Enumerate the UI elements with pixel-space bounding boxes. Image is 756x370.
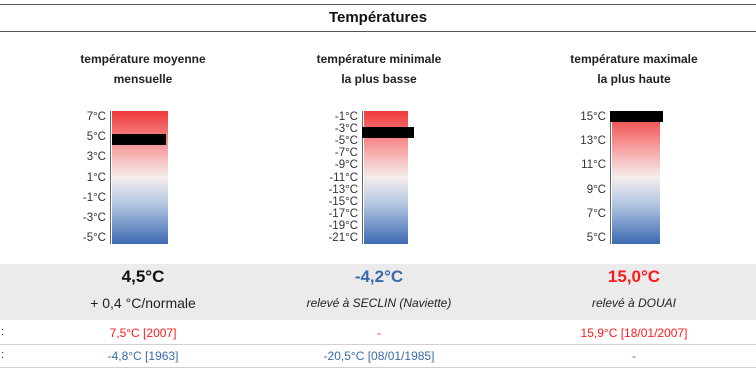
values-band xyxy=(0,264,756,320)
min-temp-tick-label: -13°C xyxy=(328,183,358,196)
avg-temp-tick-label: -3°C xyxy=(82,211,106,224)
avg-temp-title-line1: température moyenne xyxy=(80,52,206,66)
max-temp-scale-line xyxy=(610,111,611,244)
min-temp-tick-label: -3°C xyxy=(334,123,358,136)
min-temp-tick-label: -1°C xyxy=(334,111,358,123)
min-record-high: - xyxy=(377,326,381,340)
avg-temp-value: 4,5°C xyxy=(121,267,165,286)
avg-temp-marker xyxy=(112,133,166,145)
max-temp-marker xyxy=(610,111,663,123)
avg-temp-tick-label: 3°C xyxy=(86,151,106,164)
min-record-low: -20,5°C [08/01/1985] xyxy=(323,349,435,363)
record-row-label: : xyxy=(1,326,5,338)
avg-temp-deviation: + 0,4 °C/normale xyxy=(90,295,196,311)
max-temp-value: 15,0°C xyxy=(607,267,661,286)
min-temp-title-line2: la plus basse xyxy=(341,72,417,86)
avg-temp-tick-label: 5°C xyxy=(86,131,106,144)
min-temp-title: température minimale la plus basse xyxy=(259,49,499,89)
min-temp-tick-label: -21°C xyxy=(328,232,358,244)
max-record-high: 15,9°C [18/01/2007] xyxy=(580,326,688,340)
avg-temp-tick-label: 1°C xyxy=(86,171,106,184)
record-row-high: : 7,5°C [2007] - 15,9°C [18/01/2007] xyxy=(0,322,756,345)
record-row-label: : xyxy=(1,349,5,361)
min-temp-tick-label: -11°C xyxy=(329,171,358,184)
avg-temp-tick-label: -5°C xyxy=(82,232,106,244)
max-temp-gauge-bar xyxy=(612,111,660,244)
avg-record-low: -4,8°C [1963] xyxy=(107,349,179,363)
max-temp-title-line2: la plus haute xyxy=(597,72,671,86)
max-temp-tick-label: 11°C xyxy=(581,159,606,172)
max-temp-title: température maximale la plus haute xyxy=(514,49,754,89)
panel-title: Températures xyxy=(0,4,756,32)
record-row-low: : -4,8°C [1963] -20,5°C [08/01/1985] - xyxy=(0,345,756,368)
max-temp-tick-label: 5°C xyxy=(586,232,606,244)
min-temp-station: relevé à SECLIN (Naviette) xyxy=(306,296,452,310)
min-temp-value: -4,2°C xyxy=(354,267,404,286)
avg-temp-tick-label: 7°C xyxy=(86,111,106,123)
min-temp-tick-label: -5°C xyxy=(334,135,358,148)
min-temp-tick-label: -19°C xyxy=(328,219,358,232)
max-temp-tick-label: 9°C xyxy=(586,183,606,196)
min-temp-marker xyxy=(362,127,414,139)
avg-temp-title-line2: mensuelle xyxy=(113,72,173,86)
avg-temp-tick-label: -1°C xyxy=(82,191,106,204)
max-temp-tick-label: 7°C xyxy=(586,207,606,220)
avg-temp-gauge-bar xyxy=(112,111,168,244)
min-temp-tick-label: -9°C xyxy=(334,159,358,172)
min-temp-scale-line xyxy=(362,111,363,244)
max-temp-station: relevé à DOUAI xyxy=(591,296,677,310)
min-temp-tick-label: -15°C xyxy=(328,195,358,208)
avg-temp-scale-line xyxy=(110,111,111,244)
max-temp-title-line1: température maximale xyxy=(570,52,698,66)
min-temp-title-line1: température minimale xyxy=(316,52,442,66)
max-record-low: - xyxy=(632,349,636,363)
avg-record-high: 7,5°C [2007] xyxy=(109,326,177,340)
max-temp-tick-label: 13°C xyxy=(580,135,606,148)
avg-temp-title: température moyenne mensuelle xyxy=(23,49,263,89)
min-temp-tick-label: -17°C xyxy=(328,207,358,220)
max-temp-tick-label: 15°C xyxy=(580,111,606,123)
min-temp-tick-label: -7°C xyxy=(334,147,358,160)
